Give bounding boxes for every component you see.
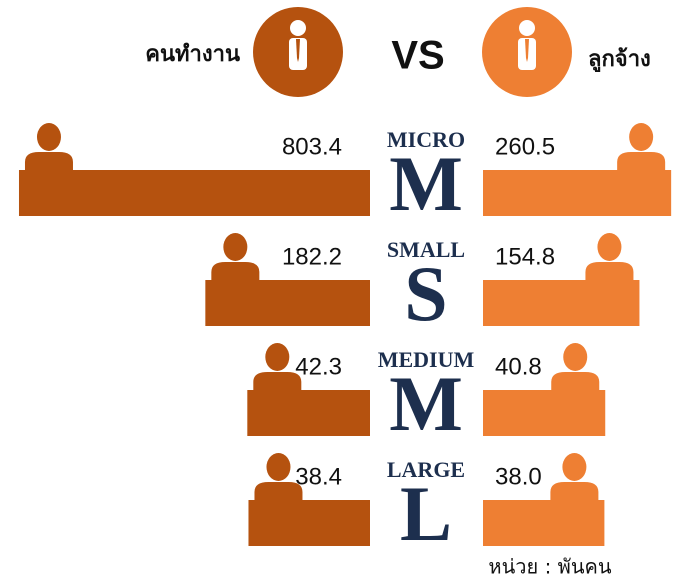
- category-letter: L: [400, 470, 452, 557]
- person-left: [254, 453, 303, 500]
- bar-left: [18, 170, 370, 216]
- icon-left: [253, 7, 343, 97]
- value-label-left: 38.4: [295, 463, 342, 490]
- person-head: [36, 123, 61, 151]
- person-right: [550, 453, 599, 500]
- category-label: MEDIUM: [378, 347, 475, 372]
- category-letter: M: [389, 360, 463, 447]
- person-body: [253, 372, 302, 390]
- value-label-left: 182.2: [282, 243, 342, 270]
- category-label: MICRO: [387, 127, 465, 152]
- person-head: [266, 453, 291, 481]
- bar-right: [483, 170, 672, 216]
- unit-note: หน่วย : พันคน: [488, 555, 611, 579]
- person-body: [254, 482, 303, 500]
- category-label: LARGE: [387, 457, 465, 482]
- icon-tie: [296, 39, 300, 62]
- value-label-right: 40.8: [495, 353, 542, 380]
- person-right: [617, 123, 666, 170]
- bar-right: [483, 390, 606, 436]
- icon-tie: [525, 39, 529, 62]
- value-label-left: 803.4: [282, 133, 342, 160]
- value-label-right: 260.5: [495, 133, 555, 160]
- icon-head: [290, 20, 306, 36]
- category-label: SMALL: [387, 237, 465, 262]
- person-head: [562, 453, 587, 481]
- legend-right: ลูกจ้าง: [588, 47, 651, 73]
- category-letter: S: [404, 250, 447, 337]
- person-left: [24, 123, 73, 170]
- legend-left: คนทำงาน: [145, 42, 240, 67]
- icon-head: [519, 20, 535, 36]
- value-label-right: 154.8: [495, 243, 555, 270]
- person-body: [550, 482, 599, 500]
- person-head: [223, 233, 248, 261]
- person-head: [629, 123, 654, 151]
- bar-right: [483, 500, 605, 546]
- person-body: [585, 262, 634, 280]
- person-right: [551, 343, 600, 390]
- person-body: [551, 372, 600, 390]
- bar-left: [248, 500, 370, 546]
- bar-right: [483, 280, 640, 326]
- person-body: [24, 152, 73, 170]
- person-head: [563, 343, 588, 371]
- person-left: [211, 233, 260, 280]
- bar-left: [205, 280, 370, 326]
- category-letter: M: [389, 140, 463, 227]
- value-label-right: 38.0: [495, 463, 542, 490]
- person-right: [585, 233, 634, 280]
- person-body: [617, 152, 666, 170]
- person-left: [253, 343, 302, 390]
- icon-right: [482, 7, 572, 97]
- person-head: [265, 343, 290, 371]
- value-label-left: 42.3: [295, 353, 342, 380]
- vs-label: VS: [391, 34, 444, 78]
- person-head: [597, 233, 622, 261]
- person-body: [211, 262, 260, 280]
- bar-left: [247, 390, 370, 436]
